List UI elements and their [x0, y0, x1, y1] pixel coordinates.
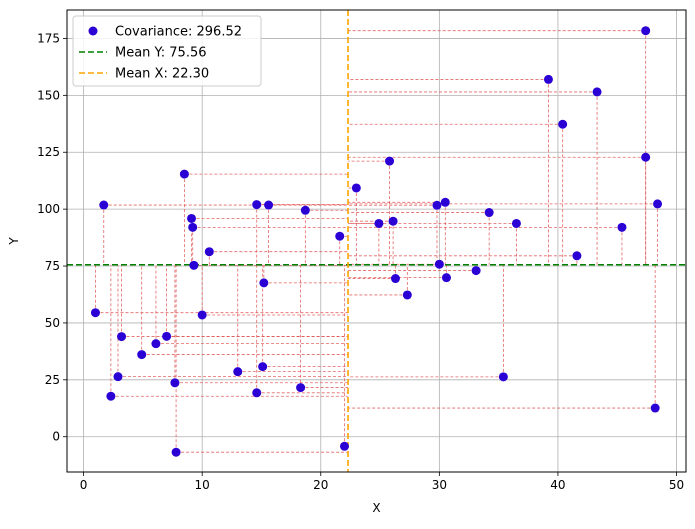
data-point [641, 152, 651, 162]
data-point [592, 87, 602, 97]
data-point [543, 74, 553, 84]
x-ticks: 0 10 20 30 40 50 [80, 472, 684, 492]
data-point [170, 378, 180, 388]
x-tick-label: 10 [195, 478, 210, 492]
data-point [117, 332, 127, 342]
data-point [441, 273, 451, 283]
deviation-lines [95, 30, 658, 453]
data-point [335, 231, 345, 241]
data-point [137, 350, 147, 360]
legend-box [72, 15, 262, 87]
data-point [258, 362, 268, 372]
data-point [339, 441, 349, 451]
y-ticks: 0 25 50 75 100 125 150 175 [37, 31, 67, 444]
data-point [572, 251, 582, 261]
data-point [171, 447, 181, 457]
data-point [432, 200, 442, 210]
data-point [402, 290, 412, 300]
data-point [189, 260, 199, 270]
data-point [374, 218, 384, 228]
y-tick-label: 25 [45, 373, 60, 387]
data-point [296, 383, 306, 393]
mean-lines [67, 10, 686, 472]
y-tick-label: 75 [45, 259, 60, 273]
data-point [252, 388, 262, 398]
x-tick-label: 50 [669, 478, 684, 492]
x-tick-label: 30 [432, 478, 447, 492]
data-point [385, 156, 395, 166]
data-point [179, 169, 189, 179]
data-point [252, 200, 262, 210]
data-point [204, 247, 214, 257]
data-point [498, 372, 508, 382]
data-point [558, 119, 568, 129]
legend-label: Mean Y: 75.56 [115, 46, 207, 61]
data-point [641, 26, 651, 36]
data-point [484, 208, 494, 218]
legend: Covariance: 296.52 Mean Y: 75.56 Mean X: 2… [72, 15, 262, 87]
data-point [617, 222, 627, 232]
x-tick-label: 20 [313, 478, 328, 492]
data-point [106, 391, 116, 401]
data-point [511, 218, 521, 228]
data-point [259, 278, 269, 288]
y-axis-label: Y [7, 237, 21, 246]
data-point [162, 331, 172, 341]
data-point [434, 259, 444, 269]
y-tick-label: 150 [37, 88, 60, 102]
data-point [233, 367, 243, 377]
data-point [390, 274, 400, 284]
y-tick-label: 0 [52, 430, 60, 444]
y-tick-label: 125 [37, 145, 60, 159]
data-point [351, 183, 361, 193]
legend-label: Covariance: 296.52 [115, 25, 242, 40]
x-tick-label: 40 [550, 478, 565, 492]
data-point [188, 222, 198, 232]
legend-label: Mean X: 22.30 [115, 67, 209, 82]
grid-lines [67, 10, 686, 472]
y-tick-label: 175 [37, 31, 60, 45]
data-point [388, 216, 398, 226]
data-point [650, 403, 660, 413]
data-point [264, 200, 274, 210]
data-point [300, 205, 310, 215]
plot-frame [66, 9, 687, 473]
x-tick-label: 0 [80, 478, 88, 492]
data-point [90, 308, 100, 318]
data-point [151, 339, 161, 349]
legend-marker [88, 26, 98, 36]
y-tick-label: 100 [37, 202, 60, 216]
data-point [197, 310, 207, 320]
data-point [653, 199, 663, 209]
data-point [440, 197, 450, 207]
data-point [471, 266, 481, 276]
data-point [113, 372, 123, 382]
data-point [99, 200, 109, 210]
y-tick-label: 50 [45, 316, 60, 330]
data-point [187, 213, 197, 223]
x-axis-label: X [372, 501, 380, 515]
data-points [90, 26, 663, 457]
